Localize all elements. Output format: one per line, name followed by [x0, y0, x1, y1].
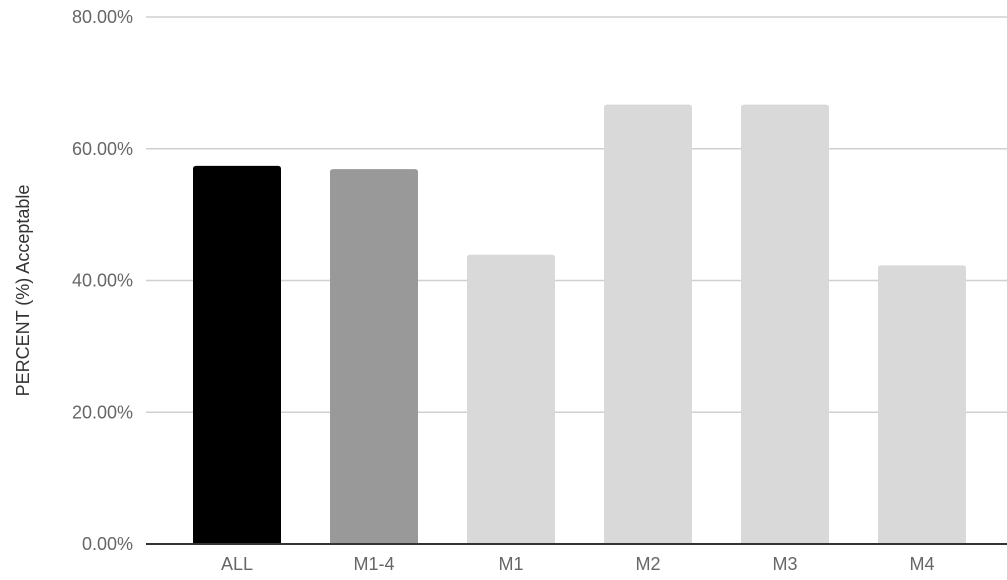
- y-tick-label: 60.00%: [72, 139, 133, 159]
- bar-m4: [878, 265, 966, 544]
- bars: [193, 104, 966, 545]
- x-tick-label: M2: [635, 554, 660, 574]
- x-tick-label: M3: [772, 554, 797, 574]
- x-tick-label: M1: [498, 554, 523, 574]
- x-axis-ticks: ALL M1-4 M1 M2 M3 M4: [221, 554, 935, 574]
- bar-m3: [741, 104, 829, 545]
- bar-m2: [604, 104, 692, 545]
- bar-m1: [467, 254, 555, 544]
- x-tick-label: ALL: [221, 554, 253, 574]
- bar-m1-4: [330, 169, 418, 544]
- y-tick-label: 80.00%: [72, 7, 133, 27]
- y-tick-label: 40.00%: [72, 271, 133, 291]
- gridlines: [146, 16, 1007, 413]
- x-tick-label: M4: [909, 554, 934, 574]
- y-tick-label: 20.00%: [72, 402, 133, 422]
- bar-all: [193, 165, 281, 544]
- y-axis-ticks: 0.00% 20.00% 40.00% 60.00% 80.00%: [72, 7, 133, 554]
- x-tick-label: M1-4: [353, 554, 394, 574]
- y-axis-title: PERCENT (%) Acceptable: [13, 185, 33, 397]
- y-tick-label: 0.00%: [82, 534, 133, 554]
